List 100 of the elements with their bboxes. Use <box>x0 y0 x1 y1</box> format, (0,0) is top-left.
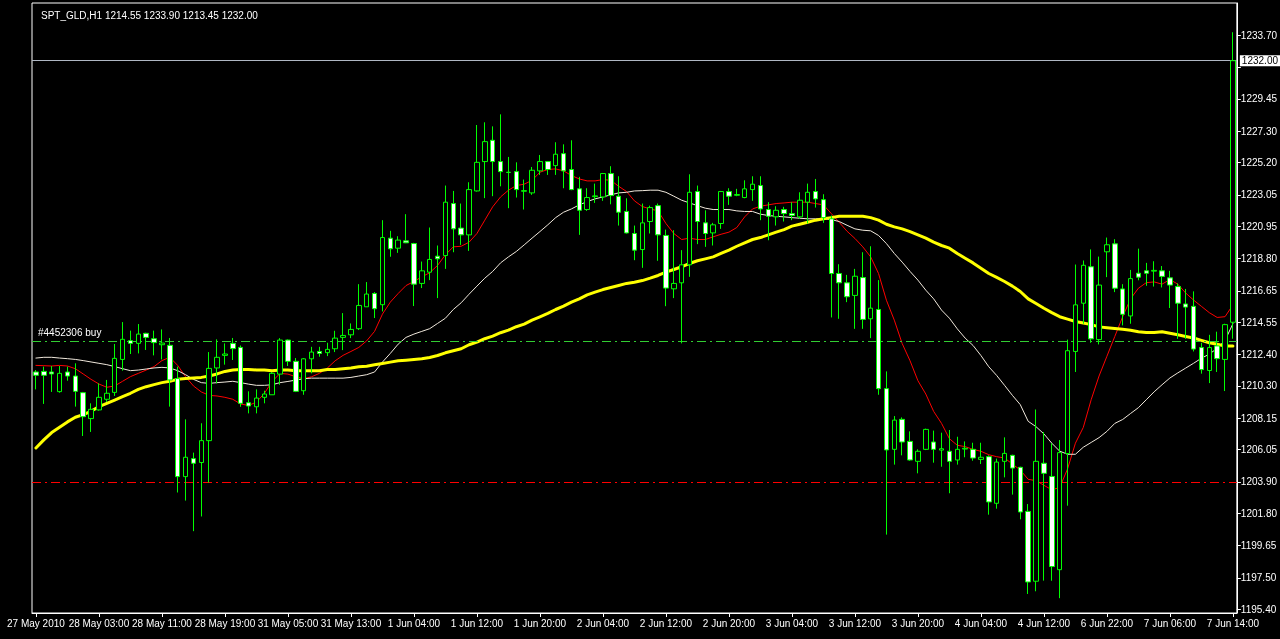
x-tick-label: 28 May 11:00 <box>132 617 193 629</box>
candlestick <box>1207 334 1212 384</box>
candlestick <box>120 321 125 372</box>
candlestick <box>821 193 826 224</box>
candlestick <box>844 274 850 303</box>
y-tick-label: 1197.50 <box>1240 572 1277 584</box>
candlestick <box>1049 442 1055 582</box>
x-tick-label: 1 Jun 12:00 <box>450 617 504 629</box>
candlestick <box>884 370 889 536</box>
candlestick <box>285 338 291 367</box>
candlestick <box>388 230 393 258</box>
x-tick-label: 4 Jun 12:00 <box>1017 617 1071 629</box>
candlestick <box>41 366 47 405</box>
y-tick-label: 1212.40 <box>1240 348 1278 360</box>
y-tick-label: 1220.95 <box>1240 220 1278 232</box>
x-tick-label: 3 Jun 20:00 <box>891 617 945 629</box>
candlestick <box>663 229 669 307</box>
candlestick <box>395 235 401 254</box>
candlestick <box>931 430 936 464</box>
candlestick <box>458 203 464 246</box>
candlestick <box>443 185 448 270</box>
candlestick <box>1112 238 1118 293</box>
candlestick <box>1104 237 1110 278</box>
candlestick <box>451 190 456 253</box>
y-tick-label: 1223.05 <box>1240 189 1278 201</box>
candlestick <box>1151 260 1157 288</box>
y-tick-label: 1225.20 <box>1240 157 1278 169</box>
x-tick-label: 2 Jun 04:00 <box>576 617 630 629</box>
candlestick <box>986 454 992 516</box>
candlestick <box>955 436 960 466</box>
candlestick <box>191 452 196 532</box>
x-tick-label: 4 Jun 04:00 <box>954 617 1008 629</box>
candlestick <box>380 219 385 312</box>
candlestick <box>1088 248 1094 344</box>
candlestick <box>49 365 54 393</box>
candlestick <box>521 179 527 211</box>
candlestick <box>1010 454 1015 496</box>
candlestick <box>758 175 763 221</box>
candlestick <box>1057 439 1062 599</box>
candlestick <box>994 458 999 510</box>
candlestick <box>537 154 543 176</box>
candlestick <box>159 328 165 360</box>
candlestick <box>332 330 338 353</box>
candlestick <box>584 187 590 212</box>
candlestick <box>710 222 716 246</box>
candlestick <box>679 249 684 344</box>
candlestick <box>1002 436 1007 478</box>
candlestick <box>372 291 377 319</box>
candlestick <box>206 351 212 484</box>
candlestick <box>750 175 755 202</box>
candlestick <box>199 422 204 517</box>
y-tick-label: 1206.05 <box>1240 444 1278 456</box>
y-tick-label: 1218.80 <box>1240 253 1278 265</box>
candlestick <box>403 213 409 244</box>
candlestick <box>805 183 810 224</box>
x-tick-label: 1 Jun 04:00 <box>387 617 441 629</box>
candlestick <box>829 215 834 318</box>
candlestick <box>1128 269 1133 325</box>
candlestick <box>356 283 362 331</box>
candlestick <box>868 245 873 339</box>
candlestick <box>616 175 621 227</box>
candlestick <box>892 415 897 466</box>
x-tick-label: 2 Jun 20:00 <box>702 617 756 629</box>
candlestick <box>246 390 251 414</box>
candlestick <box>789 201 795 221</box>
candlestick <box>427 227 432 281</box>
candlestick <box>632 225 637 261</box>
candlestick <box>947 429 952 494</box>
candlestick <box>600 172 606 202</box>
candlestick <box>128 330 133 355</box>
candlestick <box>1144 262 1149 287</box>
candlestick <box>734 188 740 197</box>
candlestick <box>624 197 629 235</box>
y-tick-label: 1201.80 <box>1240 507 1278 519</box>
candlestick <box>1025 503 1031 595</box>
candlestick <box>96 382 102 412</box>
candlestick <box>88 402 94 433</box>
candlestick <box>545 160 551 176</box>
candlestick <box>301 357 306 396</box>
y-tick-label: 1195.40 <box>1240 603 1277 615</box>
x-tick-label: 3 Jun 12:00 <box>828 617 882 629</box>
candlestick <box>325 342 330 357</box>
candlestick <box>1096 256 1102 345</box>
candlestick <box>104 379 110 403</box>
candlestick <box>1041 431 1047 582</box>
ref-line-label: #4452306 buy <box>38 327 102 339</box>
candlestick <box>553 141 558 176</box>
candlestick <box>813 178 818 209</box>
candlestick <box>466 181 472 252</box>
candlestick <box>899 416 905 456</box>
candlestick <box>569 139 574 191</box>
candlestick <box>419 261 425 289</box>
candlestick <box>1018 466 1023 520</box>
x-tick-label: 27 May 2010 <box>7 617 66 629</box>
candlestick <box>1183 288 1188 340</box>
candlestick <box>514 161 519 199</box>
candlestick <box>112 343 117 397</box>
x-tick-label: 7 Jun 14:00 <box>1206 617 1260 629</box>
y-tick-label: 1199.65 <box>1240 540 1277 552</box>
candlestick <box>348 322 354 339</box>
